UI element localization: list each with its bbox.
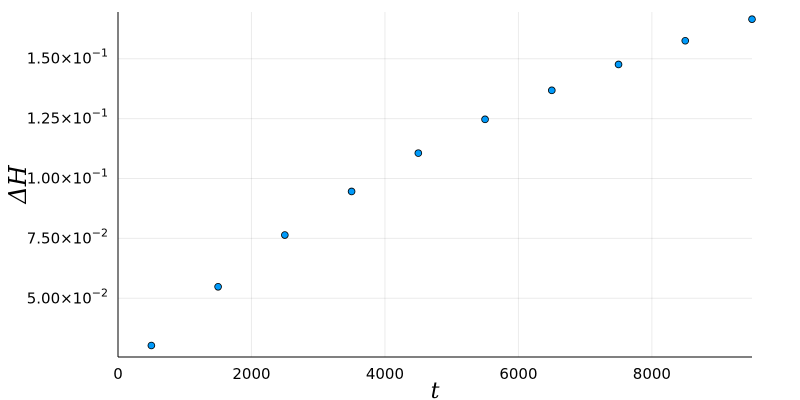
x-tick-label: 8000 — [633, 365, 671, 383]
data-point — [614, 60, 623, 69]
data-point — [414, 149, 423, 157]
y-tick-label: 1.25×10−1 — [27, 107, 108, 128]
y-tick-label: 1.00×10−1 — [27, 167, 108, 188]
grid-lines — [118, 12, 752, 357]
data-point — [281, 231, 289, 239]
x-tick-label: 6000 — [499, 365, 537, 383]
axes — [117, 12, 752, 358]
x-axis-label: t — [431, 379, 440, 400]
data-point — [547, 86, 556, 95]
x-tick-label: 0 — [113, 365, 123, 383]
data-points — [147, 15, 756, 350]
data-point — [347, 187, 356, 196]
data-point — [481, 115, 489, 124]
data-point — [748, 15, 756, 23]
data-point — [147, 341, 156, 350]
data-point — [214, 283, 222, 291]
y-tick-label: 5.00×10−2 — [27, 286, 108, 307]
data-point — [681, 36, 690, 45]
x-tick-labels: 0 2000 4000 6000 8000 — [113, 365, 671, 383]
y-tick-label: 1.50×10−1 — [27, 47, 108, 68]
x-tick-label: 2000 — [232, 365, 270, 383]
y-tick-label: 7.50×10−2 — [27, 226, 108, 247]
y-tick-labels: 5.00×10−2 7.50×10−2 1.00×10−1 1.25×10−1 1.50… — [27, 47, 108, 308]
y-axis-label: ΔH — [4, 164, 32, 204]
x-tick-label: 4000 — [366, 365, 404, 383]
